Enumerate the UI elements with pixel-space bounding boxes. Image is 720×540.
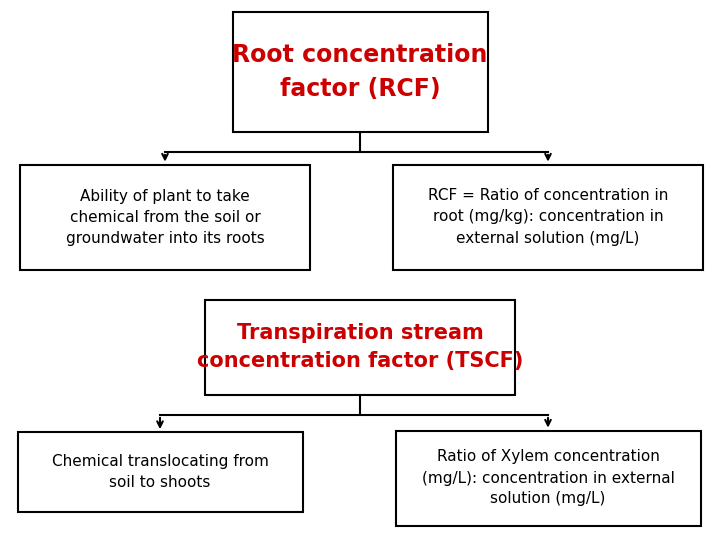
Text: Ability of plant to take
chemical from the soil or
groundwater into its roots: Ability of plant to take chemical from t… (66, 188, 264, 246)
Text: Transpiration stream
concentration factor (TSCF): Transpiration stream concentration facto… (197, 323, 523, 371)
FancyBboxPatch shape (393, 165, 703, 269)
Text: Ratio of Xylem concentration
(mg/L): concentration in external
solution (mg/L): Ratio of Xylem concentration (mg/L): con… (422, 449, 675, 507)
Text: Root concentration
factor (RCF): Root concentration factor (RCF) (233, 43, 487, 101)
FancyBboxPatch shape (205, 300, 515, 395)
FancyBboxPatch shape (233, 12, 487, 132)
FancyBboxPatch shape (395, 430, 701, 525)
Text: Chemical translocating from
soil to shoots: Chemical translocating from soil to shoo… (52, 454, 269, 490)
Text: RCF = Ratio of concentration in
root (mg/kg): concentration in
external solution: RCF = Ratio of concentration in root (mg… (428, 188, 668, 246)
FancyBboxPatch shape (17, 432, 302, 512)
FancyBboxPatch shape (20, 165, 310, 269)
